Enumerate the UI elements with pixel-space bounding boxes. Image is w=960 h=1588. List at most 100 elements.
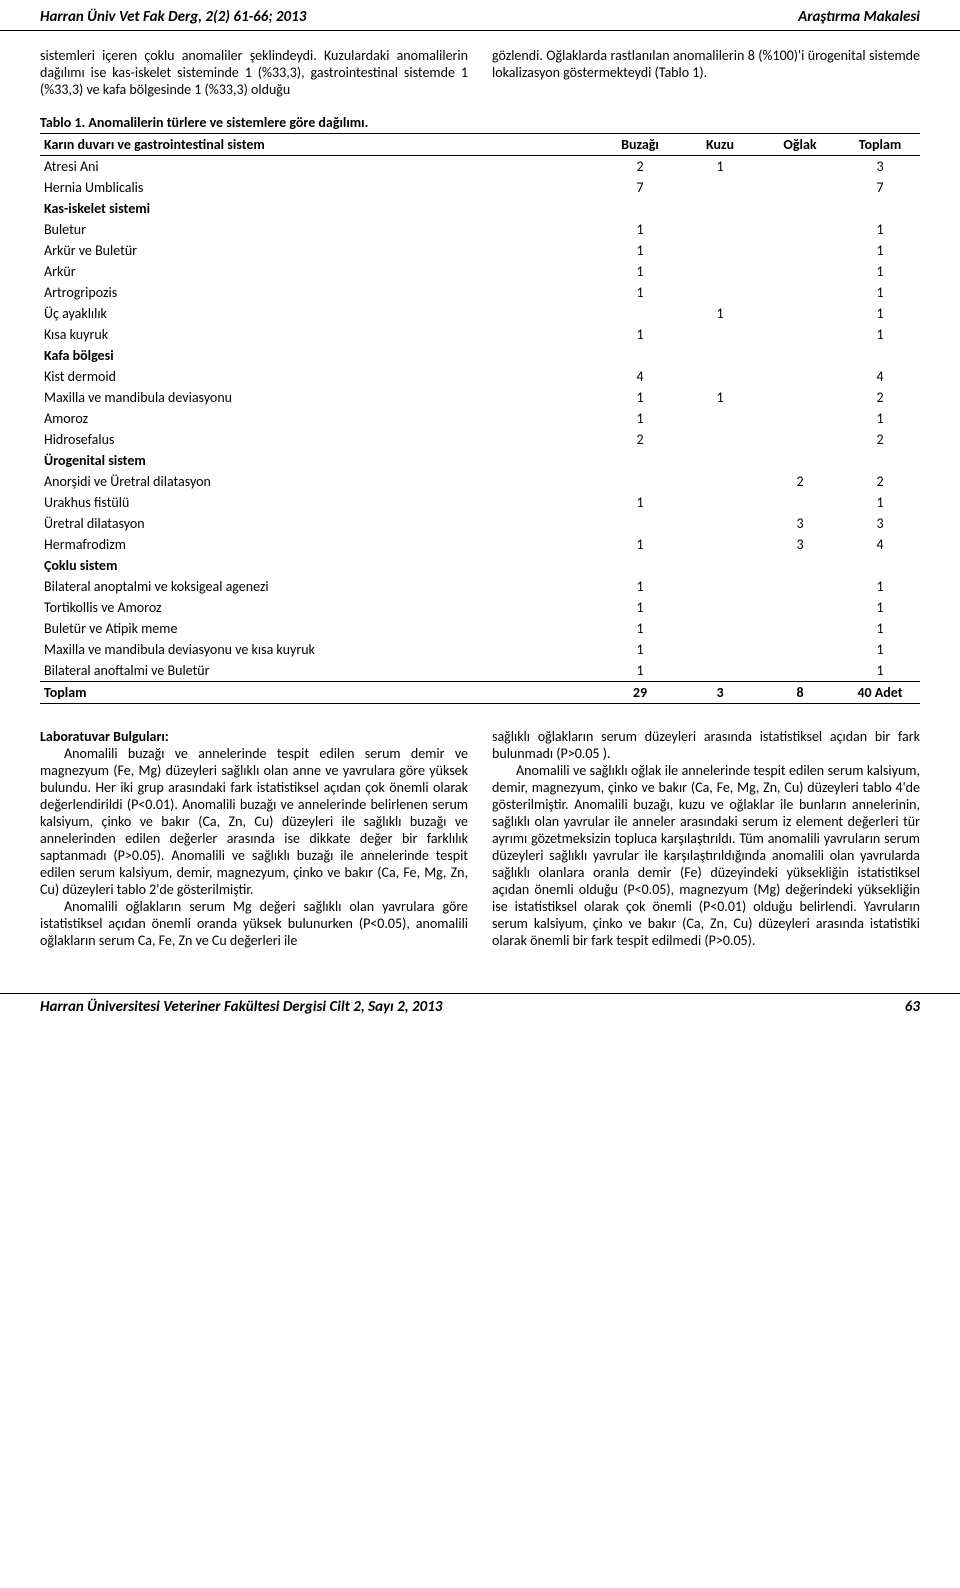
row-label: Kist dermoid <box>40 366 600 387</box>
cell-value: 1 <box>840 597 920 618</box>
cell-value: 1 <box>840 492 920 513</box>
cell-value: 1 <box>600 618 680 639</box>
total-value: 3 <box>680 682 760 704</box>
body-right-column: sağlıklı oğlakların serum düzeyleri aras… <box>492 728 920 949</box>
cell-value <box>680 219 760 240</box>
cell-value: 1 <box>680 303 760 324</box>
anomalies-table: Karın duvarı ve gastrointestinal sistem … <box>40 133 920 704</box>
cell-value: 2 <box>840 471 920 492</box>
col-header-system: Karın duvarı ve gastrointestinal sistem <box>40 134 600 156</box>
section-label: Kafa bölgesi <box>40 345 920 366</box>
cell-value: 1 <box>680 156 760 178</box>
cell-value <box>600 303 680 324</box>
cell-value: 1 <box>600 576 680 597</box>
cell-value: 1 <box>840 282 920 303</box>
col-header-kid: Oğlak <box>760 134 840 156</box>
cell-value: 1 <box>840 219 920 240</box>
row-label: Maxilla ve mandibula deviasyonu <box>40 387 600 408</box>
table-row: Hermafrodizm1 34 <box>40 534 920 555</box>
cell-value <box>680 492 760 513</box>
row-label: Atresi Ani <box>40 156 600 178</box>
footer-journal-name: Harran Üniversitesi Veteriner Fakültesi … <box>40 998 442 1016</box>
cell-value <box>760 408 840 429</box>
cell-value: 3 <box>760 534 840 555</box>
cell-value <box>760 177 840 198</box>
table-row: Üç ayaklılık11 <box>40 303 920 324</box>
cell-value: 4 <box>840 534 920 555</box>
cell-value: 2 <box>840 429 920 450</box>
cell-value <box>680 177 760 198</box>
total-value: 29 <box>600 682 680 704</box>
section-label: Ürogenital sistem <box>40 450 920 471</box>
row-label: Buletür ve Atipik meme <box>40 618 600 639</box>
cell-value <box>760 492 840 513</box>
cell-value: 1 <box>600 261 680 282</box>
cell-value <box>600 471 680 492</box>
cell-value <box>760 366 840 387</box>
table-row: Arkür ve Buletür11 <box>40 240 920 261</box>
row-label: Buletur <box>40 219 600 240</box>
table-row: Kist dermoid44 <box>40 366 920 387</box>
cell-value: 1 <box>840 240 920 261</box>
col-header-lamb: Kuzu <box>680 134 760 156</box>
cell-value <box>680 282 760 303</box>
table-row: Buletur11 <box>40 219 920 240</box>
cell-value: 1 <box>600 534 680 555</box>
cell-value <box>680 366 760 387</box>
cell-value <box>680 429 760 450</box>
cell-value <box>680 639 760 660</box>
table-caption: Tablo 1. Anomalilerin türlere ve sisteml… <box>40 114 920 131</box>
cell-value: 1 <box>840 618 920 639</box>
row-label: Amoroz <box>40 408 600 429</box>
row-label: Bilateral anoptalmi ve koksigeal agenezi <box>40 576 600 597</box>
cell-value <box>760 660 840 682</box>
table-header-row: Karın duvarı ve gastrointestinal sistem … <box>40 134 920 156</box>
cell-value: 1 <box>840 639 920 660</box>
table-row: Hidrosefalus22 <box>40 429 920 450</box>
cell-value: 1 <box>600 408 680 429</box>
row-label: Hidrosefalus <box>40 429 600 450</box>
cell-value: 1 <box>840 660 920 682</box>
table-row: Tortikollis ve Amoroz11 <box>40 597 920 618</box>
row-label: Tortikollis ve Amoroz <box>40 597 600 618</box>
table-row: Bilateral anoftalmi ve Buletür11 <box>40 660 920 682</box>
body-paragraph: Anomalili buzağı ve annelerinde tespit e… <box>40 745 468 898</box>
page-header: Harran Üniv Vet Fak Derg, 2(2) 61-66; 20… <box>0 0 960 31</box>
cell-value <box>600 513 680 534</box>
cell-value <box>680 618 760 639</box>
page-number: 63 <box>905 998 920 1016</box>
intro-left-column: sistemleri içeren çoklu anomaliler şekli… <box>40 47 468 98</box>
table-row: Urakhus fistülü11 <box>40 492 920 513</box>
body-left-column: Laboratuvar Bulguları: Anomalili buzağı … <box>40 728 468 949</box>
table-row: Çoklu sistem <box>40 555 920 576</box>
table-row: Arkür11 <box>40 261 920 282</box>
table-total-row: Toplam293840 Adet <box>40 682 920 704</box>
cell-value: 3 <box>840 513 920 534</box>
row-label: Anorşidi ve Üretral dilatasyon <box>40 471 600 492</box>
table-row: Buletür ve Atipik meme11 <box>40 618 920 639</box>
row-label: Hernia Umblicalis <box>40 177 600 198</box>
table-row: Bilateral anoptalmi ve koksigeal agenezi… <box>40 576 920 597</box>
cell-value <box>680 408 760 429</box>
row-label: Arkür ve Buletür <box>40 240 600 261</box>
table-row: Hernia Umblicalis77 <box>40 177 920 198</box>
table-row: Atresi Ani213 <box>40 156 920 178</box>
cell-value: 1 <box>680 387 760 408</box>
cell-value: 2 <box>760 471 840 492</box>
cell-value <box>760 156 840 178</box>
row-label: Bilateral anoftalmi ve Buletür <box>40 660 600 682</box>
cell-value: 1 <box>600 282 680 303</box>
cell-value <box>760 219 840 240</box>
row-label: Maxilla ve mandibula deviasyonu ve kısa … <box>40 639 600 660</box>
cell-value: 1 <box>600 324 680 345</box>
table-row: Anorşidi ve Üretral dilatasyon 22 <box>40 471 920 492</box>
cell-value <box>760 429 840 450</box>
cell-value: 1 <box>600 387 680 408</box>
cell-value <box>760 387 840 408</box>
intro-right-column: gözlendi. Oğlaklarda rastlanılan anomali… <box>492 47 920 98</box>
cell-value <box>760 576 840 597</box>
cell-value: 1 <box>600 660 680 682</box>
cell-value: 4 <box>840 366 920 387</box>
row-label: Üç ayaklılık <box>40 303 600 324</box>
row-label: Hermafrodizm <box>40 534 600 555</box>
